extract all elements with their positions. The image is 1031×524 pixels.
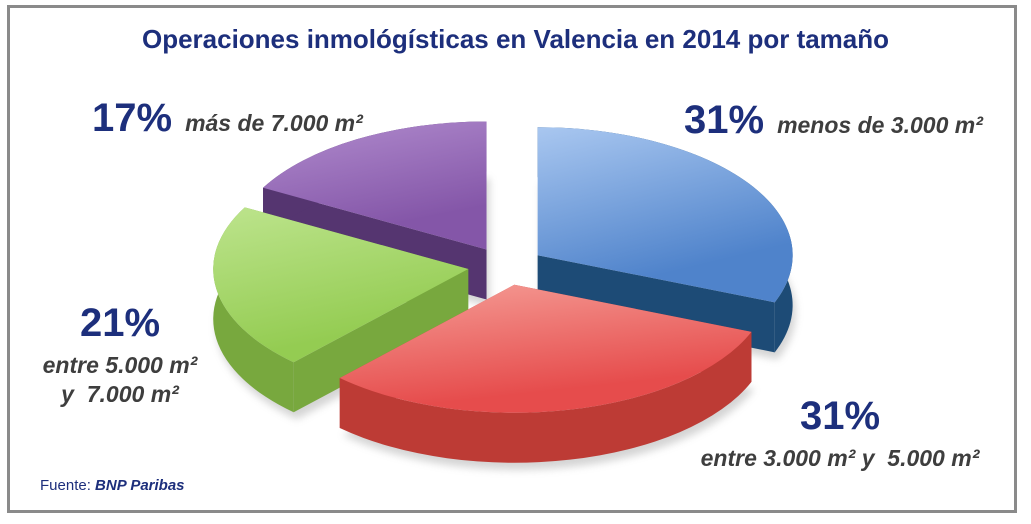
pie-slice-wall-entre-3000-5000 (339, 331, 752, 463)
pie-label-red-pct: 31% (799, 394, 881, 438)
pie-label-purple: 17% más de 7.000 m² (92, 98, 363, 138)
pie-slice-top-mas-de-7000 (263, 121, 487, 250)
pie-slice-top-menos-de-3000 (537, 127, 793, 303)
pie-label-blue-pct: 31% (684, 98, 765, 142)
pie-label-red: 31% entre 3.000 m² y 5.000 m² (665, 396, 1015, 473)
pie-label-red-desc: entre 3.000 m² y 5.000 m² (700, 445, 980, 471)
pie-label-green-desc-line2: y 7.000 m² (61, 381, 179, 408)
pie-slice-entre-5000-7000 (213, 207, 469, 413)
pie-label-blue: 31% menos de 3.000 m² (684, 100, 983, 140)
pie-label-blue-desc: menos de 3.000 m² (777, 112, 983, 138)
pie-label-green: 21% entre 5.000 m² y 7.000 m² (25, 303, 215, 410)
pie-label-green-desc-line1: entre 5.000 m² (42, 352, 198, 378)
chart-title: Operaciones inmológísticas en Valencia e… (141, 24, 890, 54)
pie-label-purple-desc: más de 7.000 m² (185, 110, 363, 136)
pie-label-green-pct: 21% (79, 301, 161, 345)
pie-slice-top-entre-3000-5000 (339, 284, 752, 413)
source-name: BNP Paribas (95, 477, 185, 494)
pie-slice-top-entre-5000-7000 (213, 207, 469, 363)
source-prefix: Fuente: (40, 477, 96, 494)
pie-slice-entre-3000-5000 (339, 284, 752, 463)
source-note: Fuente: BNP Paribas (40, 477, 185, 494)
pie-label-purple-pct: 17% (92, 96, 173, 140)
